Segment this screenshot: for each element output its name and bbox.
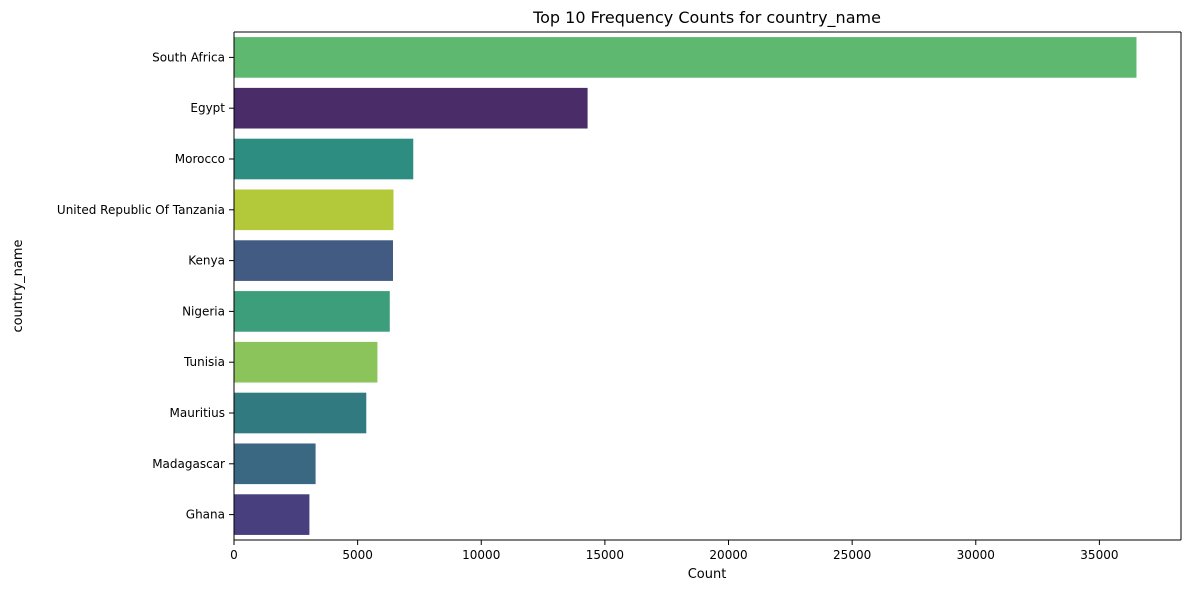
- x-tick-label: 10000: [462, 548, 500, 562]
- bar-kenya: [234, 240, 393, 281]
- y-axis-ticks: South Africa Egypt Morocco United Republic …: [57, 50, 234, 522]
- x-axis-label: Count: [688, 567, 727, 582]
- x-tick-label: 30000: [957, 548, 995, 562]
- y-tick-label: Ghana: [186, 508, 225, 522]
- bar-south-africa: [234, 37, 1137, 78]
- x-axis-ticks: 0 5000 10000 15000 20000 25000 30000 35000: [230, 540, 1118, 562]
- chart-title: Top 10 Frequency Counts for country_name: [532, 8, 881, 28]
- y-tick-label: United Republic Of Tanzania: [57, 203, 225, 217]
- bar-morocco: [234, 138, 414, 180]
- y-axis-label: country_name: [11, 239, 26, 332]
- y-tick-label: Morocco: [175, 152, 225, 166]
- bar-nigeria: [234, 291, 390, 332]
- bar-madagascar: [234, 443, 316, 485]
- x-tick-label: 15000: [586, 548, 624, 562]
- bar-ghana: [234, 494, 310, 535]
- y-tick-label: Egypt: [190, 101, 225, 115]
- y-tick-label: South Africa: [152, 50, 225, 64]
- y-tick-label: Mauritius: [170, 406, 225, 420]
- x-tick-label: 25000: [833, 548, 871, 562]
- y-tick-label: Nigeria: [182, 304, 225, 318]
- bars-group: [234, 37, 1137, 535]
- y-tick-label: Madagascar: [152, 457, 225, 471]
- x-tick-label: 5000: [342, 548, 373, 562]
- bar-tunisia: [234, 341, 378, 383]
- bar-egypt: [234, 87, 588, 129]
- y-tick-label: Tunisia: [183, 355, 225, 369]
- x-tick-label: 20000: [709, 548, 747, 562]
- x-tick-label: 35000: [1080, 548, 1118, 562]
- y-tick-label: Kenya: [188, 254, 225, 268]
- bar-united-republic-of-tanzania: [234, 189, 394, 231]
- bar-mauritius: [234, 392, 367, 434]
- x-tick-label: 0: [230, 548, 238, 562]
